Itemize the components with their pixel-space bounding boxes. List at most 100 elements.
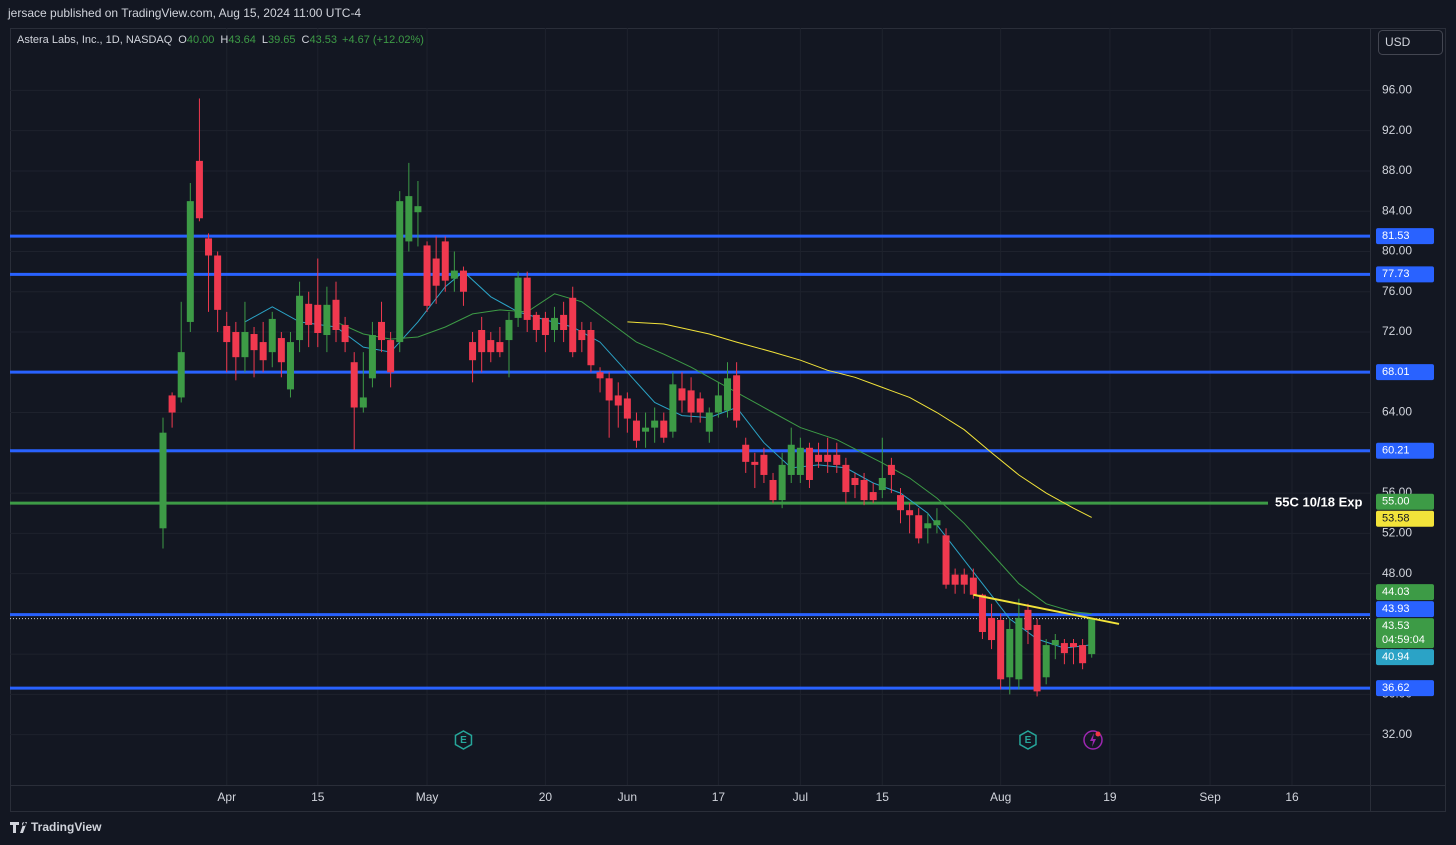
price-tag-label: 40.94 [1382,651,1410,663]
price-tag [1376,510,1434,527]
candle-body [760,454,768,475]
x-tick-label: Aug [990,790,1011,804]
x-tick-label: May [416,790,439,804]
candle-body [796,447,804,475]
price-tag-label: 81.53 [1382,230,1410,242]
candle-body [159,432,167,529]
candle-body [669,384,677,432]
y-tick-label: 96.00 [1382,83,1412,97]
candle-body [195,160,203,219]
candle-body [860,479,868,501]
price-tag-label: 36.62 [1382,682,1410,694]
price-tag-label: 43.93 [1382,603,1410,615]
earnings-marker [454,730,473,750]
candle-body [286,342,294,390]
price-tag-label: 55.00 [1382,496,1410,508]
y-tick-label: 64.00 [1382,405,1412,419]
candle-body [496,342,504,353]
price-tag [1376,601,1434,618]
candle-body [450,270,458,279]
earnings-marker [1019,730,1037,750]
candle-body [942,535,950,585]
candle-body [1042,645,1050,678]
currency-button[interactable] [1378,30,1443,55]
candle-body [551,317,559,330]
candle-body [678,388,686,401]
price-tag-label: 43.53 [1382,620,1410,632]
panel-border [10,28,1446,812]
price-tag-label: 77.73 [1382,268,1410,280]
moving-average [627,321,1092,518]
legend-key: C [302,34,310,46]
price-tag-label: 60.21 [1382,445,1410,457]
currency-label[interactable]: USD [1385,35,1411,49]
candle-body [906,510,914,516]
candle-body [469,342,477,361]
candle-body [505,319,513,341]
candle-body [1088,618,1096,655]
candle-body [978,594,986,632]
candle-body [459,270,467,292]
candle-body [250,334,258,351]
candle-body [833,454,841,465]
earnings-label: E [1025,735,1032,746]
candle-body [869,492,877,501]
candle-body [751,461,759,465]
candle-body [560,314,568,330]
legend-value: 40.00 [187,34,215,46]
y-tick-label: 84.00 [1382,203,1412,217]
y-tick-label: 76.00 [1382,284,1412,298]
candle-body [168,395,176,413]
candle-body [605,378,613,401]
dividend-icon [1090,733,1096,747]
candle-body [1024,609,1032,630]
legend-value: 43.64 [228,34,256,46]
legend-key: O [178,34,187,46]
candle-body [997,619,1005,680]
price-tag [1376,266,1434,283]
price-tag [1376,584,1434,601]
candle-body [305,303,313,325]
candle-body [642,427,650,432]
price-tag-label: 53.58 [1382,513,1410,525]
candle-body [851,477,859,486]
x-tick-label: 17 [712,790,726,804]
legend-value: 43.53 [309,34,337,46]
price-tag [1376,442,1434,459]
candle-body [933,520,941,526]
dividend-marker[interactable] [1083,730,1103,750]
candle-body [341,324,349,343]
candle-body [1006,628,1014,678]
candle-body [487,340,495,353]
candle-body [778,464,786,501]
y-tick-label: 32.00 [1382,727,1412,741]
candle-body [296,295,304,341]
candle-body [359,397,367,408]
x-tick-label: 19 [1103,790,1117,804]
candle-body [423,245,431,306]
candle-body [541,317,549,336]
price-tag-label: 68.01 [1382,366,1410,378]
legend-key: L [262,34,268,46]
candle-body [714,395,722,413]
candle-body [660,420,668,438]
candle-body [705,412,713,432]
candle-body [805,447,813,480]
price-tag-label: 44.03 [1382,586,1410,598]
candle-body [432,258,440,286]
candle-body [897,495,905,511]
candle-body [824,454,832,462]
candle-body [1060,643,1068,654]
y-tick-label: 92.00 [1382,123,1412,137]
brand-logo [10,822,27,833]
candle-body [596,372,604,379]
candle-body [724,378,732,411]
candle-body [1051,640,1059,646]
candle-body [241,332,249,358]
candle-body [815,454,823,462]
candle-body [277,338,285,363]
x-tick-label: Jul [793,790,808,804]
candle-body [632,420,640,441]
price-tag [1376,680,1434,697]
